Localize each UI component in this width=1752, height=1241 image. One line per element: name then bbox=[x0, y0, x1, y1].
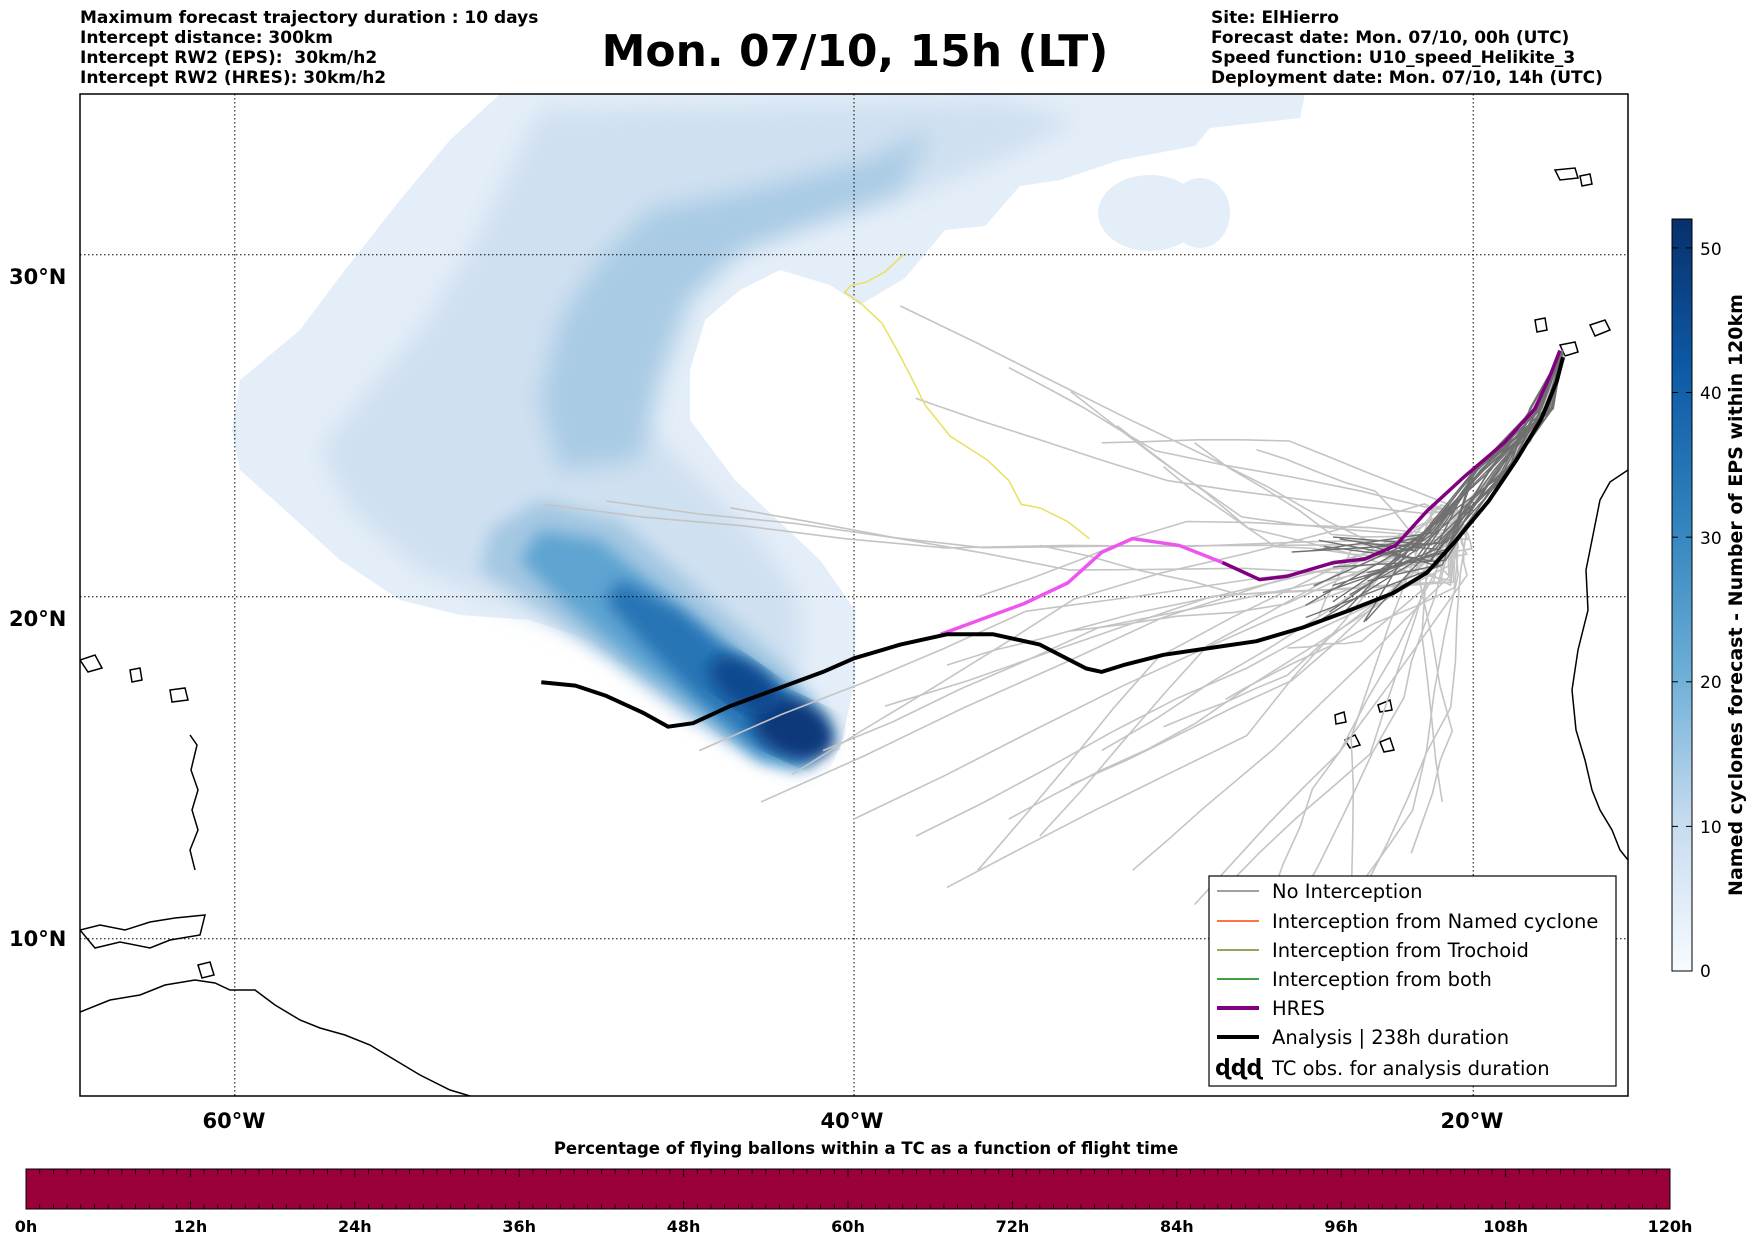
legend-label: Interception from Named cyclone bbox=[1272, 910, 1598, 933]
legend-label: HRES bbox=[1272, 997, 1325, 1020]
flight-bar-tick-label: 24h bbox=[338, 1217, 372, 1236]
flight-bar-tick-labels: 0h 12h 24h 36h 48h 60h 72h 84h 96h 108h 120h bbox=[15, 1217, 1693, 1236]
flight-time-bar: Percentage of flying ballons within a TC… bbox=[15, 1139, 1693, 1236]
header-left-line: Intercept distance: 300km bbox=[80, 28, 333, 48]
coast-south-america bbox=[80, 979, 471, 1096]
coast-puerto-rico bbox=[80, 654, 189, 703]
flight-bar-tick-label: 36h bbox=[502, 1217, 536, 1236]
analysis-trajectory bbox=[541, 356, 1565, 729]
colorbar-tick-label: 10 bbox=[1700, 818, 1722, 838]
legend-label: Analysis | 238h duration bbox=[1272, 1026, 1509, 1049]
coast-west-africa bbox=[1571, 469, 1628, 861]
density-max bbox=[753, 697, 833, 759]
density-band bbox=[540, 130, 930, 470]
hres-trajectory-end bbox=[1221, 349, 1562, 582]
lon-label: 60°W bbox=[203, 1109, 266, 1133]
colorbar-tick-label: 30 bbox=[1700, 529, 1722, 549]
lon-label: 20°W bbox=[1441, 1109, 1504, 1133]
header-right-line: Speed function: U10_speed_Helikite_3 bbox=[1211, 48, 1576, 68]
coast-trinidad bbox=[197, 961, 215, 979]
header-right-line: Forecast date: Mon. 07/10, 00h (UTC) bbox=[1211, 28, 1570, 48]
flight-bar-tick-label: 96h bbox=[1324, 1217, 1358, 1236]
colorbar-tick-label: 40 bbox=[1700, 384, 1722, 404]
flight-bar-tick-label: 60h bbox=[831, 1217, 865, 1236]
legend-label: Interception from Trochoid bbox=[1272, 939, 1529, 962]
eps-track-near-origin bbox=[1305, 350, 1564, 607]
colorbar: 0 10 20 30 40 50 Named cyclones forecast… bbox=[1671, 218, 1747, 982]
legend: ɖɖɖ No Interception Interception from Na… bbox=[1208, 875, 1617, 1087]
flight-bar-tick-label: 120h bbox=[1648, 1217, 1693, 1236]
coast-cape-verde bbox=[1334, 698, 1395, 753]
map-panel bbox=[80, 94, 1628, 1096]
coast-lesser-antilles bbox=[189, 734, 199, 871]
header-right-line: Site: ElHierro bbox=[1211, 8, 1339, 28]
flight-bar-tick-label: 84h bbox=[1160, 1217, 1194, 1236]
header-right: Site: ElHierro Forecast date: Mon. 07/10,… bbox=[1211, 8, 1603, 88]
yellow-trajectory bbox=[843, 254, 1090, 540]
flight-bar-tick-label: 48h bbox=[667, 1217, 701, 1236]
colorbar-ticks bbox=[1672, 247, 1692, 972]
legend-label: No Interception bbox=[1272, 880, 1423, 903]
header-left-line: Intercept RW2 (EPS): 30km/h2 bbox=[80, 48, 378, 68]
map-frame bbox=[79, 93, 1629, 1097]
flight-bar-title: Percentage of flying ballons within a TC… bbox=[554, 1139, 1178, 1158]
header-left-line: Intercept RW2 (HRES): 30km/h2 bbox=[80, 68, 387, 88]
colorbar-tick-label: 20 bbox=[1700, 673, 1722, 693]
header-left: Maximum forecast trajectory duration : 1… bbox=[80, 8, 538, 88]
gridlines bbox=[80, 94, 1628, 1096]
legend-box bbox=[1208, 875, 1617, 1087]
tc-symbol-icon: ɖɖɖ bbox=[1215, 1056, 1264, 1081]
lat-label: 30°N bbox=[9, 265, 66, 289]
header-left-line: Maximum forecast trajectory duration : 1… bbox=[80, 8, 539, 28]
flight-bar-tick-label: 108h bbox=[1483, 1217, 1528, 1236]
lon-label: 40°W bbox=[821, 1109, 884, 1133]
lat-label: 10°N bbox=[9, 927, 66, 951]
hres-trajectory bbox=[940, 536, 1224, 636]
colorbar-tick-label: 50 bbox=[1700, 240, 1722, 260]
legend-label: TC obs. for analysis duration bbox=[1271, 1057, 1550, 1080]
colorbar-gradient bbox=[1671, 218, 1693, 972]
flight-bar-tick-label: 0h bbox=[15, 1217, 38, 1236]
density-blob-east bbox=[1170, 178, 1230, 248]
page-title: Mon. 07/10, 15h (LT) bbox=[601, 26, 1109, 77]
coastlines bbox=[80, 167, 1628, 1096]
flight-bar-tick-label: 12h bbox=[174, 1217, 208, 1236]
flight-bar-ticks bbox=[25, 1169, 1671, 1209]
density-max bbox=[709, 655, 781, 715]
coast-azores bbox=[1553, 167, 1593, 187]
flight-bar-tick-label: 72h bbox=[996, 1217, 1030, 1236]
eps-track-near-origin bbox=[1312, 350, 1564, 552]
lat-label: 20°N bbox=[9, 607, 66, 631]
header-right-line: Deployment date: Mon. 07/10, 14h (UTC) bbox=[1211, 68, 1603, 88]
colorbar-label: Named cyclones forecast - Number of EPS … bbox=[1725, 294, 1747, 896]
colorbar-tick-label: 0 bbox=[1700, 962, 1711, 982]
coast-caribbean-isles bbox=[80, 914, 206, 949]
legend-label: Interception from both bbox=[1272, 968, 1492, 991]
